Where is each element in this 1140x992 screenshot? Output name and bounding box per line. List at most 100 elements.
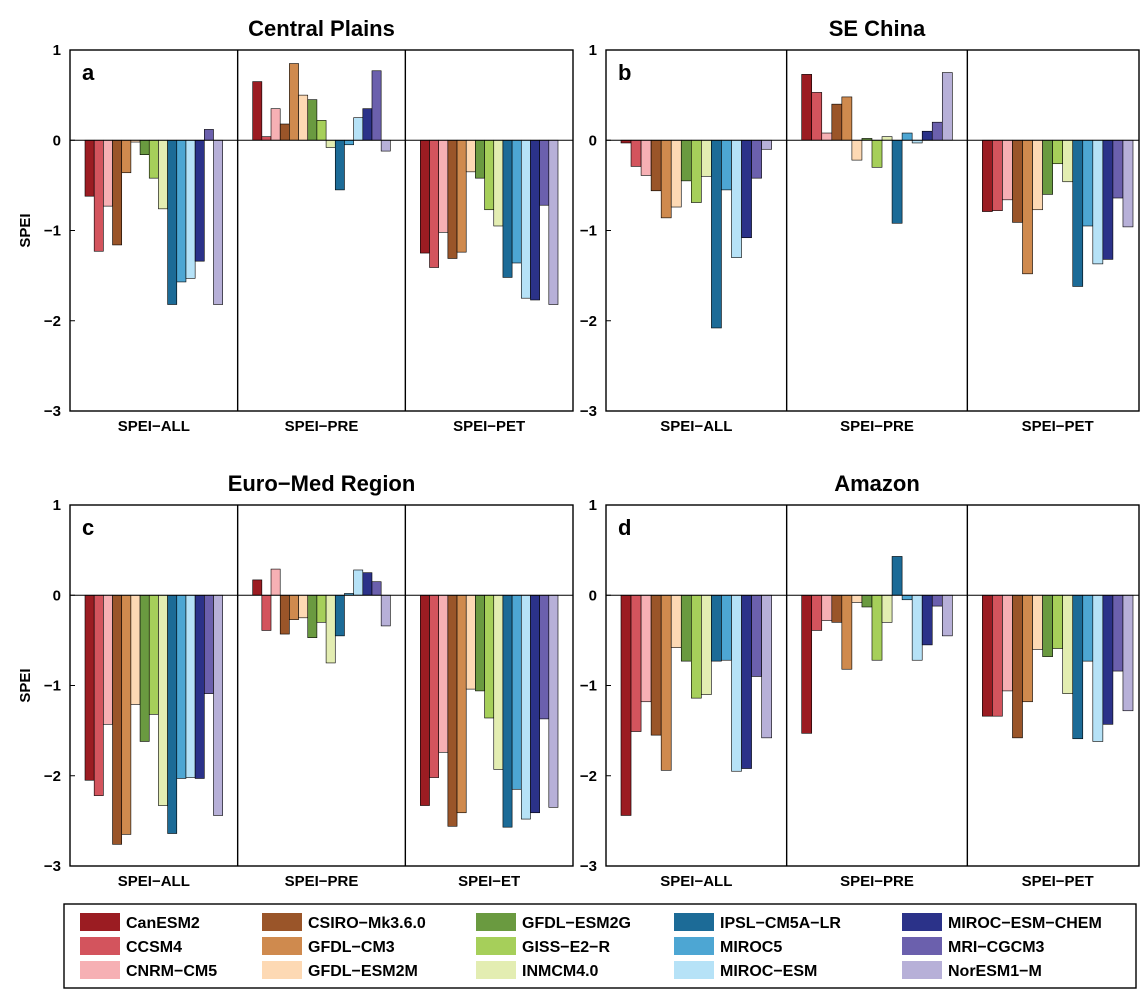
legend-label-cnrm-cm5: CNRM−CM5 bbox=[126, 963, 217, 980]
bar-giss-e2-r bbox=[1052, 139, 1063, 165]
legend-label-gfdl-cm3: GFDL−CM3 bbox=[308, 939, 395, 956]
bar-ccsm4 bbox=[261, 594, 272, 631]
bar-ccsm4 bbox=[992, 139, 1003, 211]
legend: CanESM2 CCSM4 CNRM−CM5 CSIRO−Mk3.6.0 GFDL−CM… bbox=[63, 903, 1137, 989]
bar-gfdl-cm3 bbox=[660, 139, 672, 219]
bar-miroc-esm bbox=[1092, 594, 1104, 742]
bar-miroc-esm bbox=[520, 594, 531, 820]
bar-csiro-mk3-6-0 bbox=[279, 594, 290, 635]
bar-miroc-esm-chem bbox=[921, 594, 933, 646]
bar-miroc-esm-chem bbox=[741, 139, 752, 239]
bar-miroc5 bbox=[721, 594, 732, 661]
bar-inmcm4-0 bbox=[325, 594, 336, 664]
bar-inmcm4-0 bbox=[493, 139, 504, 227]
bar-mri-cgcm3 bbox=[539, 594, 550, 720]
bar-canesm2 bbox=[620, 594, 632, 816]
bar-csiro-mk3-6-0 bbox=[112, 139, 123, 246]
y-tick-label: −3 bbox=[44, 858, 61, 875]
legend-swatch-gfdl-esm2g bbox=[476, 913, 516, 931]
bar-inmcm4-0 bbox=[158, 594, 168, 806]
legend-label-ccsm4: CCSM4 bbox=[126, 939, 182, 956]
bar-gfdl-cm3 bbox=[841, 594, 853, 670]
bar-mri-cgcm3 bbox=[204, 594, 214, 694]
bar-noresm1-m bbox=[548, 139, 559, 305]
legend-swatch-miroc5 bbox=[674, 937, 714, 955]
bar-miroc-esm-chem bbox=[194, 594, 205, 779]
group-label: SPEI−PRE bbox=[840, 418, 914, 435]
bar-gfdl-esm2g bbox=[680, 139, 692, 182]
bar-ipsl-cm5a-lr bbox=[502, 139, 513, 278]
group-label: SPEI−ALL bbox=[660, 418, 732, 435]
panel-letter: b bbox=[618, 60, 631, 85]
bar-canesm2 bbox=[420, 594, 430, 806]
legend-swatch-giss-e2-r bbox=[476, 937, 516, 955]
bar-canesm2 bbox=[84, 139, 95, 197]
legend-label-gfdl-esm2g: GFDL−ESM2G bbox=[522, 915, 631, 932]
axes-frame bbox=[69, 49, 574, 412]
bar-giss-e2-r bbox=[691, 594, 702, 699]
bar-miroc5 bbox=[901, 594, 913, 601]
bar-miroc-esm bbox=[1092, 139, 1104, 265]
y-axis-label: SPEI bbox=[17, 213, 34, 247]
bar-mri-cgcm3 bbox=[751, 594, 762, 677]
bar-ipsl-cm5a-lr bbox=[1072, 594, 1084, 740]
bar-mri-cgcm3 bbox=[1112, 594, 1124, 672]
legend-label-giss-e2-r: GISS−E2−R bbox=[522, 939, 610, 956]
bar-gfdl-esm2m bbox=[130, 594, 141, 705]
legend-label-csiro-mk3-6-0: CSIRO−Mk3.6.0 bbox=[308, 915, 426, 932]
group-label: SPEI−PRE bbox=[285, 418, 359, 435]
legend-swatch-ipsl-cm5a-lr bbox=[674, 913, 714, 931]
bar-gfdl-esm2g bbox=[307, 594, 318, 638]
bar-gfdl-cm3 bbox=[456, 594, 467, 814]
bar-gfdl-esm2m bbox=[1032, 139, 1043, 211]
panel-letter: a bbox=[82, 60, 95, 85]
y-tick-label: 1 bbox=[53, 497, 61, 514]
y-tick-label: 0 bbox=[589, 132, 597, 149]
legend-swatch-miroc-esm bbox=[674, 961, 714, 979]
y-tick-label: −2 bbox=[580, 768, 597, 785]
y-tick-label: 1 bbox=[53, 42, 61, 59]
bar-miroc-esm bbox=[353, 569, 364, 596]
bar-canesm2 bbox=[420, 139, 430, 254]
bar-miroc5 bbox=[176, 139, 187, 283]
legend-swatch-gfdl-cm3 bbox=[262, 937, 302, 955]
bar-gfdl-esm2m bbox=[851, 139, 863, 161]
bar-giss-e2-r bbox=[1052, 594, 1063, 649]
legend-swatch-csiro-mk3-6-0 bbox=[262, 913, 302, 931]
bar-miroc-esm bbox=[731, 594, 742, 772]
panel-b: SE China SPEI−ALL SPEI−PRE SPEI−PET 1 0 −1 −2 −3… bbox=[580, 16, 1140, 435]
bar-mri-cgcm3 bbox=[1112, 139, 1124, 199]
legend-label-gfdl-esm2m: GFDL−ESM2M bbox=[308, 963, 418, 980]
bar-miroc5 bbox=[1082, 594, 1094, 662]
bar-canesm2 bbox=[982, 594, 993, 717]
bar-gfdl-esm2g bbox=[475, 594, 485, 692]
group-label: SPEI−PET bbox=[453, 418, 525, 435]
bar-csiro-mk3-6-0 bbox=[831, 103, 843, 141]
bar-gfdl-cm3 bbox=[121, 139, 132, 174]
bar-gfdl-cm3 bbox=[841, 96, 853, 141]
bar-giss-e2-r bbox=[148, 139, 159, 179]
legend-swatch-inmcm4-0 bbox=[476, 961, 516, 979]
bar-miroc5 bbox=[176, 594, 187, 779]
bar-ipsl-cm5a-lr bbox=[891, 139, 903, 224]
bar-canesm2 bbox=[801, 594, 813, 734]
bar-noresm1-m bbox=[548, 594, 559, 808]
bar-ipsl-cm5a-lr bbox=[167, 139, 178, 305]
legend-label-noresm1-m: NorESM1−M bbox=[948, 963, 1042, 980]
legend-swatch-gfdl-esm2m bbox=[262, 961, 302, 979]
bar-giss-e2-r bbox=[316, 594, 327, 623]
bar-gfdl-esm2g bbox=[475, 139, 485, 179]
panels: Central Plains SPEI−ALL SPEI−PRE SPEI−PET 1 0… bbox=[17, 16, 1140, 890]
bar-ipsl-cm5a-lr bbox=[502, 594, 513, 828]
panel-title: Amazon bbox=[834, 471, 920, 496]
bar-ccsm4 bbox=[811, 594, 823, 631]
bar-miroc-esm-chem bbox=[362, 108, 373, 141]
bar-miroc-esm-chem bbox=[194, 139, 205, 262]
bar-noresm1-m bbox=[380, 139, 391, 152]
bar-gfdl-esm2m bbox=[1032, 594, 1043, 650]
bar-miroc-esm bbox=[520, 139, 531, 299]
bar-cnrm-cm5 bbox=[821, 594, 833, 621]
bar-cnrm-cm5 bbox=[438, 594, 449, 753]
bar-cnrm-cm5 bbox=[270, 568, 281, 596]
bar-csiro-mk3-6-0 bbox=[650, 139, 662, 192]
